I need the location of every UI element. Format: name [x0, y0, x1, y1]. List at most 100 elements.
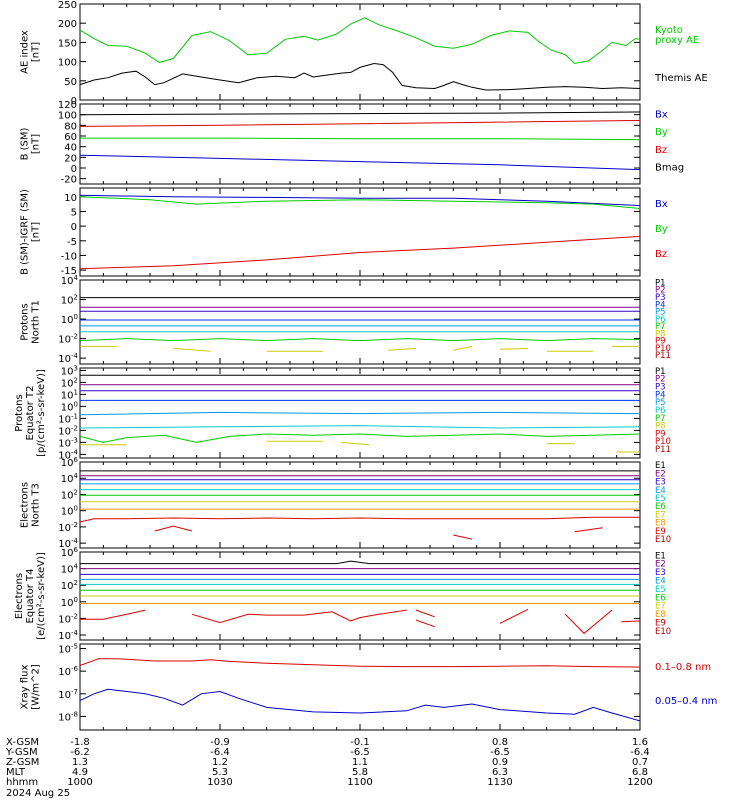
legend-label: E6	[655, 502, 666, 512]
legend-label: E3	[655, 478, 666, 488]
y-tick-label: 10-2	[58, 612, 78, 625]
series-line	[80, 137, 641, 141]
series-line	[79, 62, 641, 91]
time-axis-value: -0.9	[210, 737, 230, 748]
legend-label: P11	[655, 445, 671, 455]
legend-label: P6	[655, 315, 666, 325]
panel-frame	[79, 461, 641, 549]
time-axis-value: 6.3	[492, 767, 508, 778]
y-tick-label: 0	[71, 222, 77, 233]
time-axis-row-label: Z-GSM	[6, 757, 39, 768]
series-line	[79, 433, 641, 443]
time-axis-value: 1200	[627, 777, 652, 788]
time-axis-value: -6.2	[70, 747, 90, 758]
y-axis-label: [e/(cm²-s-sr-keV)]	[36, 552, 47, 640]
y-axis-label: North T1	[31, 300, 42, 344]
legend-label: By	[655, 224, 668, 235]
legend-label: P10	[655, 344, 671, 354]
series-line	[79, 411, 641, 416]
y-tick-label: 106	[61, 546, 79, 559]
legend-label: P2	[655, 375, 666, 385]
y-axis-label: Equator T4	[25, 569, 36, 624]
series-segment	[154, 525, 193, 532]
y-tick-label: 104	[61, 563, 79, 576]
legend-label: E8	[655, 610, 666, 620]
time-axis-value: 1000	[67, 777, 92, 788]
y-axis-label: [p/(cm²-s-sr-keV)]	[36, 369, 47, 457]
y-axis-label: [nT]	[31, 42, 42, 62]
y-tick-label: -20	[61, 175, 77, 186]
y-tick-label: 102	[61, 488, 78, 501]
y-tick-label: 5	[71, 207, 77, 218]
series-segment	[453, 534, 473, 540]
legend-label: P1	[655, 278, 666, 288]
y-tick-label: 10-1	[58, 412, 78, 425]
time-axis-value: 5.3	[212, 767, 228, 778]
legend-label: P4	[655, 390, 666, 400]
y-tick-label: 50	[64, 77, 77, 88]
series-line	[79, 120, 641, 127]
series-line	[79, 17, 641, 65]
y-axis-label: Electrons	[14, 573, 25, 619]
legend-label: E2	[655, 560, 666, 570]
y-tick-label: 0	[71, 96, 77, 107]
y-tick-label: 150	[58, 38, 77, 49]
series-segment	[499, 608, 529, 624]
y-tick-label: 10-6	[58, 665, 78, 678]
y-tick-label: 10-2	[58, 333, 78, 346]
legend-label: Bz	[655, 249, 667, 260]
legend-label: P7	[655, 414, 666, 424]
y-tick-label: 102	[61, 294, 78, 307]
y-tick-label: 100	[61, 313, 78, 326]
series-line	[79, 425, 641, 429]
legend-label: P8	[655, 422, 666, 432]
time-axis-value: 0.9	[492, 757, 508, 768]
y-axis-label: North T3	[31, 483, 42, 527]
legend-label: E4	[655, 486, 666, 496]
time-axis-value: 1.2	[212, 757, 228, 768]
y-tick-label: 20	[64, 153, 77, 164]
y-tick-label: 100	[58, 111, 77, 122]
legend-label: Bx	[655, 199, 668, 210]
series-line	[79, 516, 640, 523]
legend-label: E6	[655, 593, 666, 603]
y-tick-label: 106	[61, 456, 79, 469]
legend-label: P3	[655, 293, 666, 303]
y-tick-label: 100	[61, 400, 78, 413]
y-tick-label: 120	[58, 100, 77, 111]
legend-label: Bx	[655, 109, 668, 120]
y-axis-label: Equator T2	[25, 386, 36, 441]
y-tick-label: -5	[67, 237, 77, 248]
y-tick-label: 200	[58, 19, 77, 30]
y-tick-label: 10-2	[58, 521, 78, 534]
series-line	[79, 688, 641, 722]
legend-label: E5	[655, 585, 666, 595]
legend-label: P6	[655, 406, 666, 416]
series-line	[80, 560, 640, 565]
legend-label: 0.05–0.4 nm	[655, 696, 717, 707]
y-axis-label: Electrons	[20, 482, 31, 528]
time-axis-row-label: X-GSM	[6, 737, 39, 748]
series-segment	[80, 609, 146, 620]
legend-label: Themis AE	[654, 73, 708, 84]
legend-label: proxy AE	[655, 35, 699, 46]
series-line	[79, 196, 641, 209]
series-segment	[499, 347, 529, 350]
legend-label: P2	[655, 286, 666, 296]
y-tick-label: 10-4	[58, 352, 78, 365]
time-axis-value: -6.5	[350, 747, 370, 758]
y-axis-label: B (SM)-IGRF (SM)	[20, 189, 31, 275]
y-axis-label: Xray flux	[20, 665, 31, 710]
legend-label: Bz	[655, 145, 667, 156]
time-axis-value: 1130	[487, 777, 512, 788]
legend-label: E9	[655, 527, 666, 537]
time-axis-row-label: MLT	[6, 767, 26, 778]
y-tick-label: 10	[64, 193, 77, 204]
panel-frame	[79, 103, 641, 185]
y-axis-label: [nT]	[31, 134, 42, 154]
y-tick-label: 103	[61, 364, 78, 377]
y-tick-label: 101	[61, 388, 78, 401]
legend-label: E10	[655, 535, 671, 545]
y-tick-label: 250	[58, 0, 77, 11]
y-tick-label: 10-5	[58, 643, 78, 656]
